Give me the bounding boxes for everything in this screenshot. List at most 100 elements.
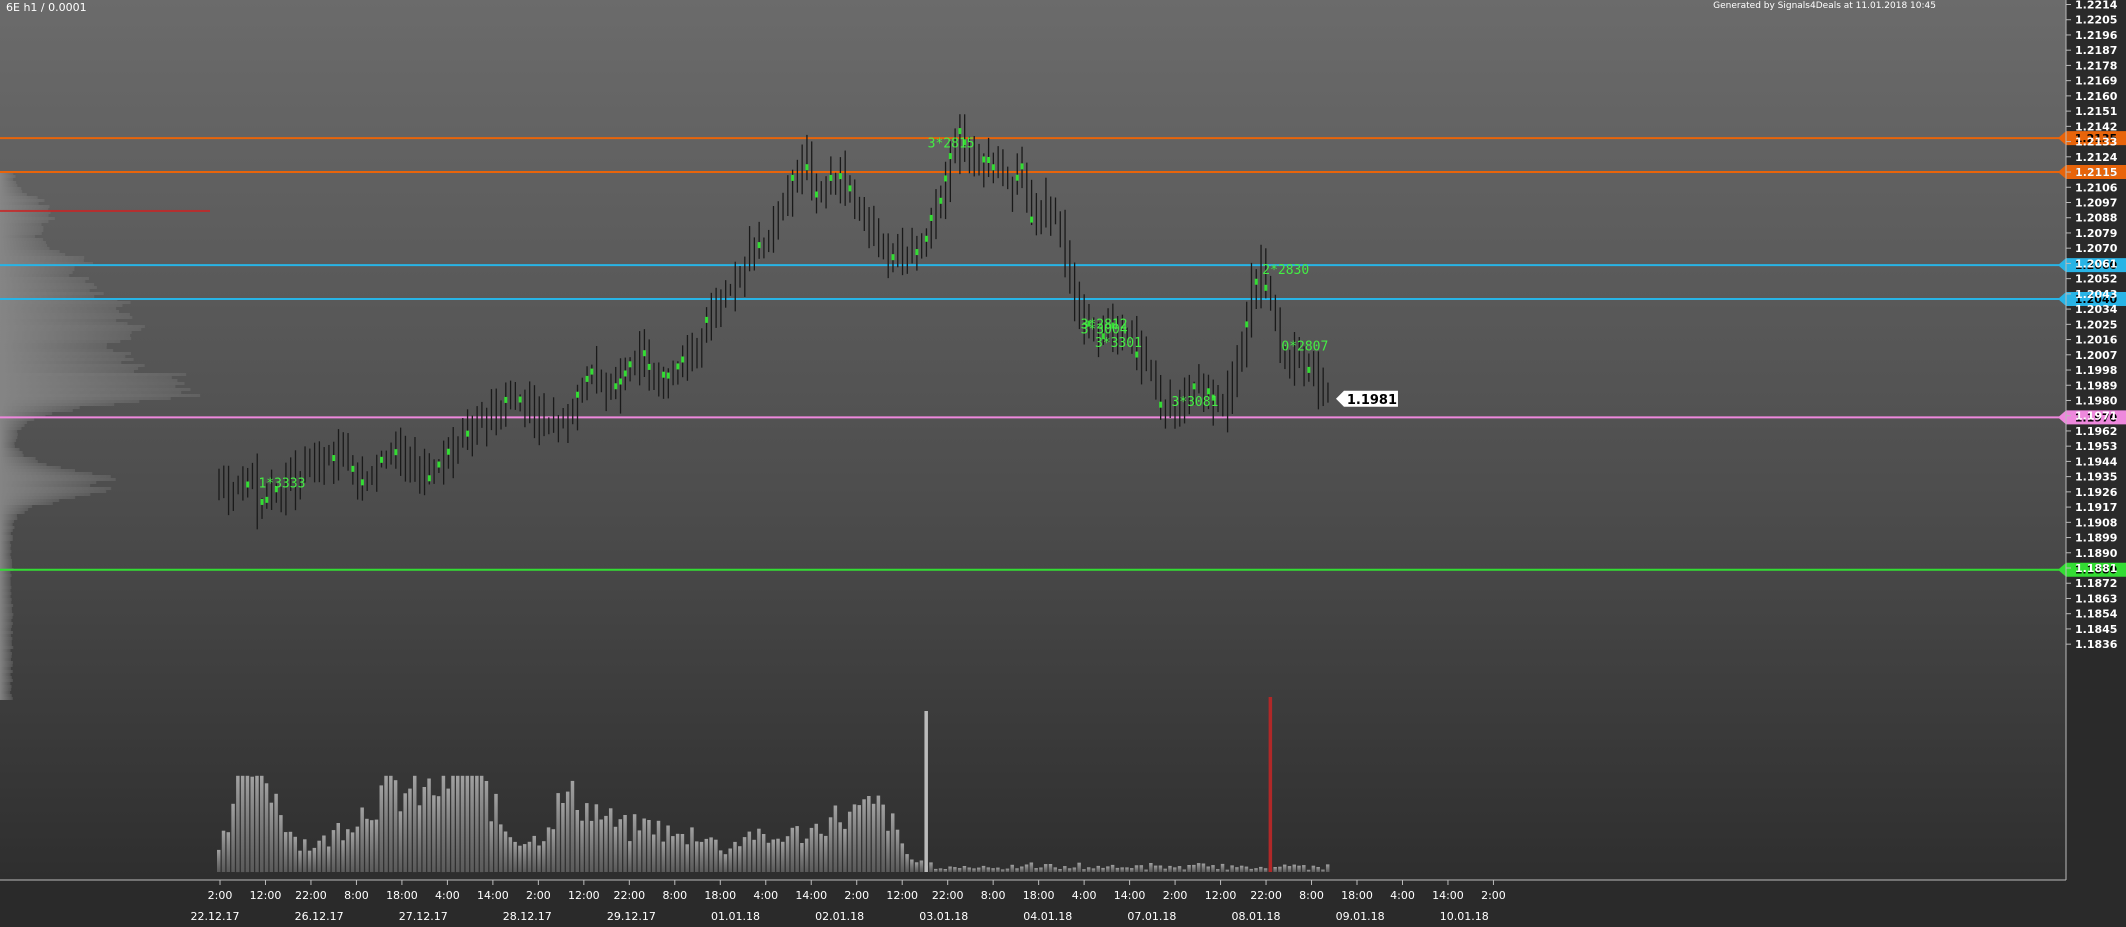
- volume-bar: [489, 821, 493, 872]
- price-signal-mark: [1211, 394, 1215, 401]
- volume-bar: [1282, 864, 1287, 872]
- price-signal-mark: [1264, 284, 1268, 291]
- x-time-label: 14:00: [1432, 889, 1464, 902]
- volume-bar: [293, 836, 297, 872]
- profile-bar: [0, 625, 12, 628]
- volume-bar: [1101, 867, 1105, 872]
- profile-bar: [0, 226, 44, 229]
- y-tick-label: 1.2106: [2075, 181, 2118, 194]
- price-signal-mark: [666, 372, 670, 379]
- profile-bar: [0, 439, 17, 442]
- y-tick-label: 1.1971: [2075, 410, 2117, 423]
- price-signal-mark: [274, 486, 278, 493]
- y-tick-label: 1.1989: [2075, 379, 2117, 392]
- volume-bar: [513, 841, 517, 872]
- volume-bar: [393, 780, 398, 872]
- volume-bar: [656, 820, 661, 872]
- profile-bar: [0, 244, 48, 247]
- volume-bar: [847, 811, 852, 872]
- price-signal-mark: [791, 174, 795, 181]
- profile-bar: [0, 214, 49, 217]
- price-signal-mark: [829, 174, 833, 181]
- volume-bar: [804, 838, 809, 872]
- volume-bar: [604, 815, 608, 872]
- profile-bar: [0, 529, 13, 532]
- volume-bar: [943, 869, 948, 872]
- profile-bar: [0, 412, 53, 415]
- x-time-label: 2:00: [844, 889, 869, 902]
- volume-bar: [704, 838, 709, 872]
- profile-bar: [0, 403, 115, 406]
- volume-bar: [1201, 863, 1206, 872]
- profile-bar: [0, 187, 22, 190]
- y-tick-label: 1.2043: [2075, 288, 2117, 301]
- y-tick-label: 1.2133: [2075, 136, 2117, 149]
- x-time-label: 18:00: [704, 889, 736, 902]
- profile-bar: [0, 196, 38, 199]
- volume-bar: [1206, 866, 1210, 872]
- price-signal-mark: [1030, 216, 1034, 223]
- volume-bar: [1230, 865, 1234, 872]
- profile-bar: [0, 520, 15, 523]
- y-tick-label: 1.2061: [2075, 257, 2117, 270]
- volume-bar: [422, 787, 427, 872]
- volume-bar: [231, 803, 235, 872]
- volume-bar: [484, 781, 489, 872]
- volume-bar: [542, 841, 546, 872]
- volume-bar: [733, 841, 737, 872]
- y-tick-label: 1.1926: [2075, 486, 2118, 499]
- profile-bar: [0, 565, 13, 568]
- volume-bar: [747, 831, 752, 872]
- price-signal-mark: [260, 498, 264, 505]
- volume-bar: [895, 829, 900, 872]
- price-signal-mark: [628, 361, 632, 368]
- profile-bar: [0, 337, 132, 340]
- profile-bar: [0, 349, 114, 352]
- profile-bar: [0, 289, 90, 292]
- price-signal-mark: [705, 316, 709, 323]
- profile-bar: [0, 523, 13, 526]
- volume-bar: [785, 836, 790, 872]
- volume-bar: [766, 842, 771, 872]
- profile-bar: [0, 442, 15, 445]
- price-signal-mark: [642, 350, 646, 357]
- price-signal-mark: [590, 368, 594, 375]
- volume-bar: [1086, 867, 1091, 872]
- volume-bar: [288, 831, 293, 872]
- profile-bar: [0, 556, 12, 559]
- volume-bar: [867, 796, 871, 872]
- volume-bar: [1063, 866, 1067, 872]
- volume-bar: [680, 834, 685, 872]
- y-tick-label: 1.1917: [2075, 501, 2117, 514]
- price-signal-mark: [815, 191, 818, 198]
- volume-bar: [518, 845, 522, 872]
- profile-bar: [0, 586, 12, 589]
- volume-bar: [690, 827, 694, 872]
- volume-bar: [843, 828, 847, 872]
- profile-bar: [0, 361, 122, 364]
- volume-bar: [398, 811, 403, 872]
- volume-bar: [1249, 868, 1253, 872]
- volume-bar: [991, 868, 995, 872]
- y-tick-label: 1.1881: [2075, 562, 2117, 575]
- x-date-label: 28.12.17: [503, 910, 552, 923]
- volume-bar: [580, 820, 584, 872]
- profile-bar: [0, 457, 36, 460]
- level-label: 1.2040: [2075, 293, 2118, 306]
- profile-bar: [0, 535, 13, 538]
- x-date-label: 04.01.18: [1023, 910, 1072, 923]
- profile-bar: [0, 544, 12, 547]
- profile-bar: [0, 304, 123, 307]
- volume-bar: [1254, 868, 1258, 872]
- price-signal-mark: [504, 396, 508, 403]
- volume-bar: [1244, 866, 1249, 872]
- volume-bar: [1120, 867, 1124, 872]
- y-tick-label: 1.2124: [2075, 151, 2118, 164]
- volume-bar: [1302, 865, 1306, 872]
- y-tick-label: 1.1998: [2075, 364, 2117, 377]
- volume-bar: [838, 822, 842, 872]
- volume-bar: [1297, 865, 1301, 872]
- volume-bar: [1072, 867, 1077, 872]
- profile-bar: [0, 571, 11, 574]
